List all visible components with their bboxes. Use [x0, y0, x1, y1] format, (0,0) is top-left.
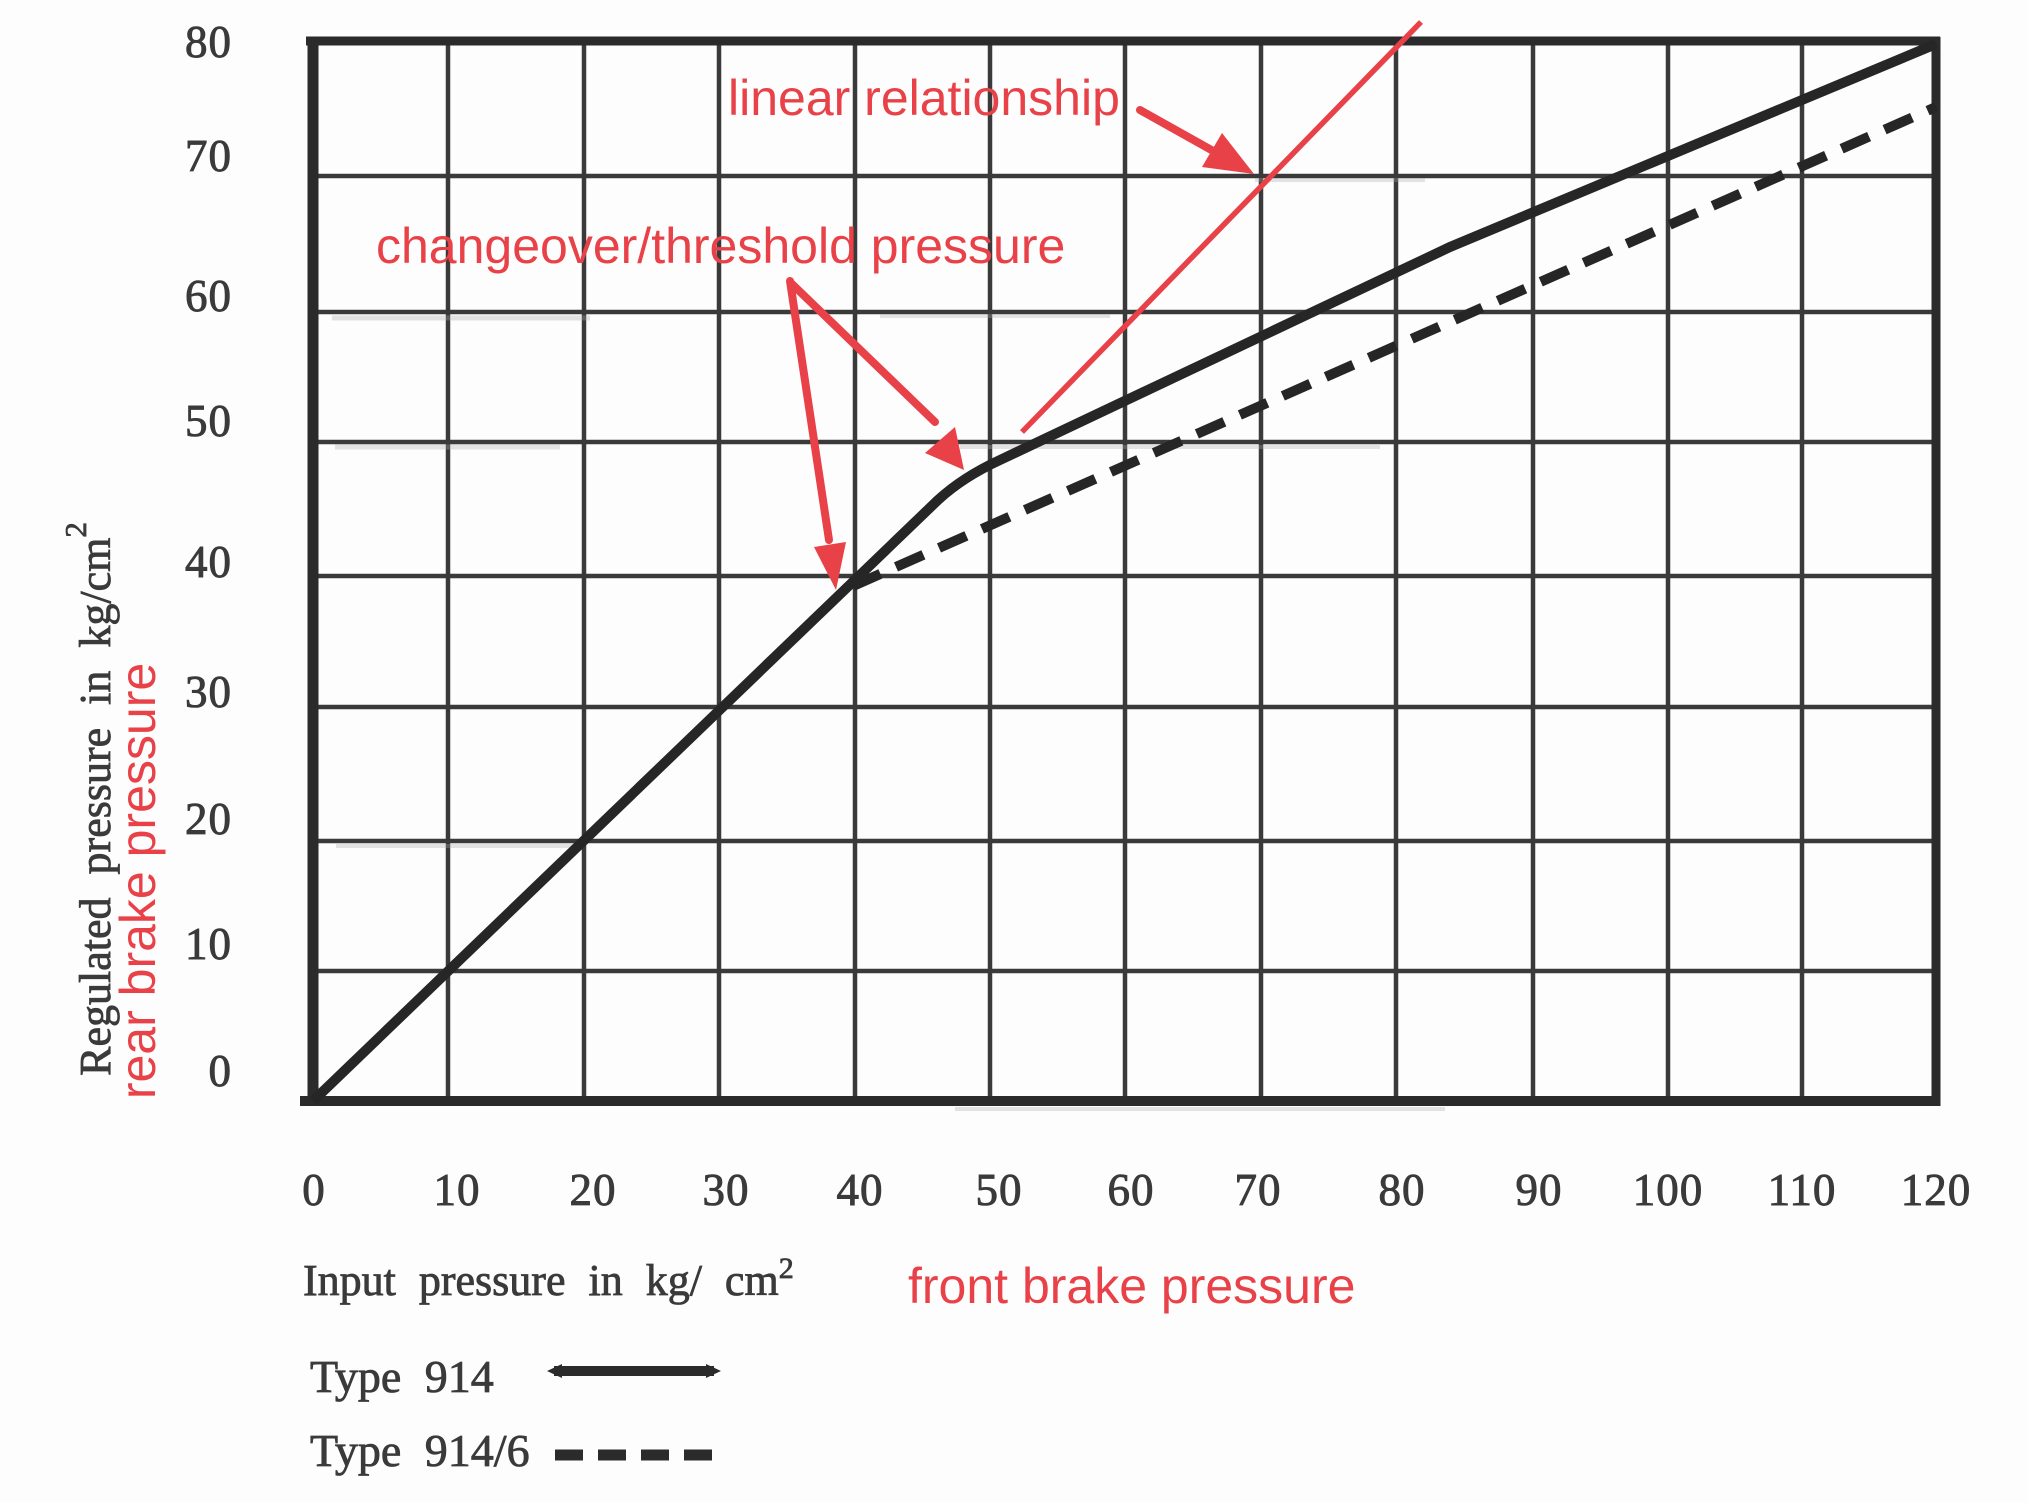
- svg-text:70: 70: [185, 131, 232, 181]
- svg-text:Type 914: Type 914: [310, 1351, 494, 1402]
- svg-text:90: 90: [1516, 1165, 1563, 1215]
- svg-text:Type 914/6: Type 914/6: [310, 1425, 530, 1476]
- svg-text:30: 30: [703, 1165, 750, 1215]
- svg-text:110: 110: [1768, 1165, 1837, 1215]
- svg-text:0: 0: [209, 1046, 233, 1096]
- svg-text:40: 40: [185, 537, 232, 587]
- svg-text:30: 30: [185, 667, 232, 717]
- svg-text:60: 60: [185, 271, 232, 321]
- svg-text:60: 60: [1108, 1165, 1155, 1215]
- svg-text:linear relationship: linear relationship: [728, 70, 1120, 126]
- svg-text:80: 80: [185, 17, 232, 67]
- svg-text:front brake pressure: front brake pressure: [908, 1258, 1355, 1314]
- svg-text:120: 120: [1901, 1165, 1972, 1215]
- svg-text:20: 20: [570, 1165, 617, 1215]
- svg-text:70: 70: [1235, 1165, 1282, 1215]
- svg-text:10: 10: [434, 1165, 481, 1215]
- svg-text:rear brake pressure: rear brake pressure: [110, 663, 166, 1099]
- svg-text:0: 0: [302, 1165, 326, 1215]
- svg-text:Input pressure in kg/ cm2: Input pressure in kg/ cm2: [303, 1252, 794, 1305]
- svg-text:20: 20: [185, 794, 232, 844]
- svg-text:100: 100: [1633, 1165, 1704, 1215]
- svg-text:50: 50: [185, 396, 232, 446]
- svg-text:50: 50: [976, 1165, 1023, 1215]
- svg-text:10: 10: [185, 919, 232, 969]
- svg-text:40: 40: [837, 1165, 884, 1215]
- svg-text:changeover/threshold pressure: changeover/threshold pressure: [376, 218, 1065, 274]
- svg-text:80: 80: [1379, 1165, 1426, 1215]
